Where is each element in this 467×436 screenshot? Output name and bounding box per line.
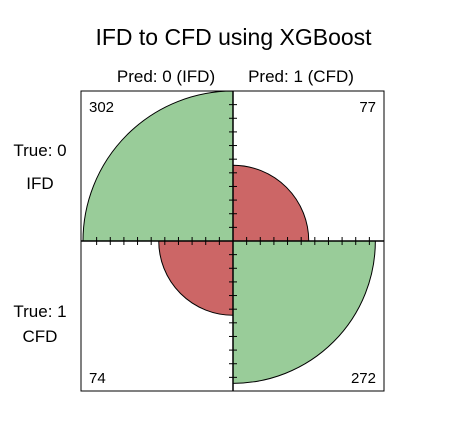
wedge-true1-pred1 — [232, 240, 376, 384]
count-label-true0-pred1: 77 — [359, 99, 376, 116]
wedge-true0-pred1 — [232, 164, 310, 242]
wedge-true0-pred0 — [82, 90, 234, 242]
chart-title: IFD to CFD using XGBoost — [95, 24, 372, 50]
count-label-true1-pred0: 74 — [89, 370, 106, 387]
column-label-pred-0: Pred: 0 (IFD) — [116, 67, 216, 86]
row-sublabel-ifd: IFD — [26, 174, 54, 193]
wedge-true1-pred0 — [158, 240, 234, 316]
row-sublabel-cfd: CFD — [22, 327, 58, 346]
count-label-true0-pred0: 302 — [89, 99, 114, 116]
row-label-true-0: True: 0 — [13, 141, 67, 160]
column-label-pred-1: Pred: 1 (CFD) — [248, 67, 354, 86]
row-label-true-1: True: 1 — [13, 302, 67, 321]
count-label-true1-pred1: 272 — [351, 370, 376, 387]
